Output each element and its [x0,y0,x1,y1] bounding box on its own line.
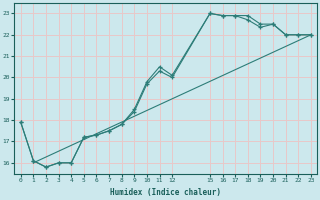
X-axis label: Humidex (Indice chaleur): Humidex (Indice chaleur) [110,188,221,197]
